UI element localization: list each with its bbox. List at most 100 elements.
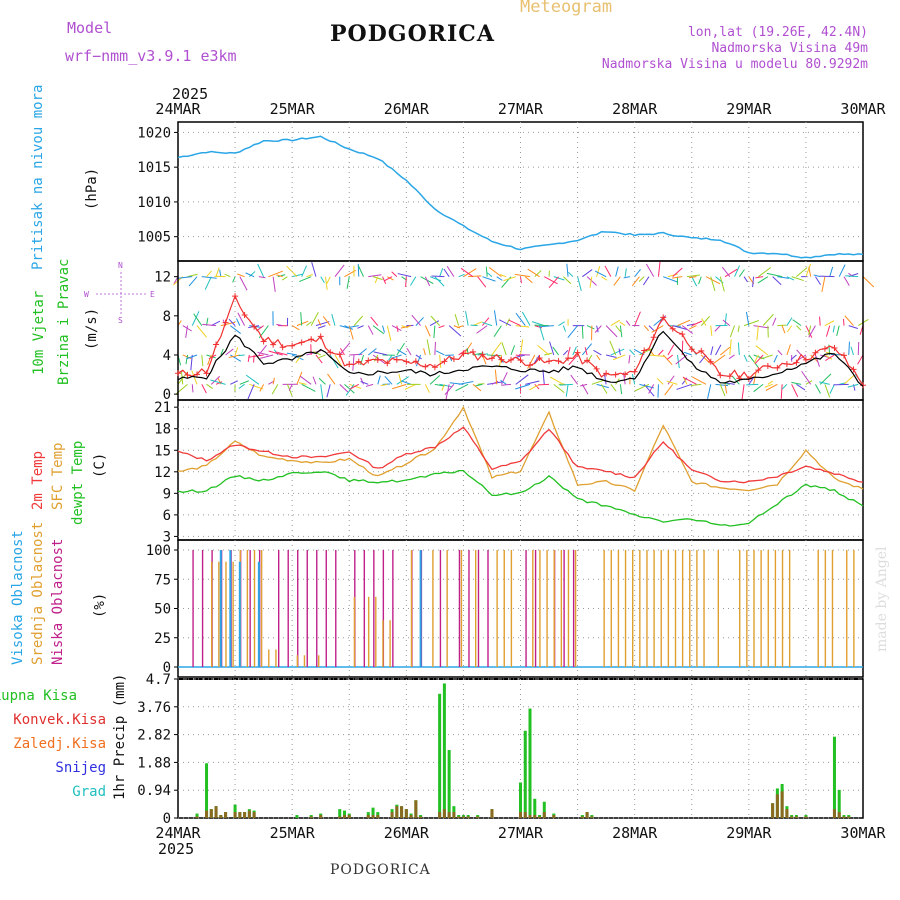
tick-label: 12 xyxy=(154,270,171,286)
wind-barb xyxy=(434,341,436,355)
total-precip-bar xyxy=(371,807,375,818)
wind-barb xyxy=(494,369,498,385)
gust-marker xyxy=(821,345,828,352)
wind-barb xyxy=(581,343,593,356)
wind-barb xyxy=(353,315,364,326)
gust-marker xyxy=(460,350,467,357)
wind-barb xyxy=(643,325,650,332)
wind-barb xyxy=(232,276,236,283)
total-precip-bar xyxy=(794,815,798,818)
dewpt-temp-line xyxy=(177,469,864,527)
wind-barb xyxy=(481,354,487,365)
conv-precip-bar xyxy=(404,809,408,818)
total-precip-bar xyxy=(447,749,451,818)
wind-barb xyxy=(534,325,543,329)
wind-label-2: Brzina i Pravac xyxy=(56,259,72,385)
wind-barb xyxy=(514,273,531,278)
wind-barb xyxy=(658,349,664,356)
wind-barb xyxy=(201,354,204,367)
wind-barb xyxy=(456,325,464,329)
credit-label: made by Angel xyxy=(874,546,890,652)
wind-barb xyxy=(191,311,200,326)
wind-barb xyxy=(721,266,731,277)
wind-barb xyxy=(609,340,617,356)
compass-w-label: W xyxy=(84,290,89,299)
wind-barb xyxy=(239,276,248,291)
wind-barb xyxy=(777,350,783,356)
wind-barb xyxy=(562,349,569,356)
wind-barb xyxy=(230,380,238,385)
conv-precip-bar xyxy=(243,812,247,818)
wind-barb xyxy=(843,276,850,286)
wind-barb xyxy=(764,383,773,388)
2m-temp-line xyxy=(177,426,864,484)
precip-legend-item: Snijeg xyxy=(55,760,106,776)
wind-barb xyxy=(434,276,445,287)
wind-barb xyxy=(234,347,239,356)
wind-barb xyxy=(344,325,354,330)
wind-barb xyxy=(781,325,786,334)
wind-barb xyxy=(299,375,312,385)
wind-barb xyxy=(786,317,793,326)
wind-barb xyxy=(339,342,351,356)
wind-barb xyxy=(433,325,436,338)
conv-precip-bar xyxy=(252,812,256,818)
wind-barb xyxy=(230,325,241,334)
conv-precip-bar xyxy=(842,816,846,818)
wind-barb xyxy=(605,325,618,338)
conv-precip-bar xyxy=(771,803,775,818)
wind-barb xyxy=(426,339,431,356)
wind-barb xyxy=(527,354,536,369)
conv-precip-bar xyxy=(519,812,522,818)
gust-marker xyxy=(422,363,429,370)
conv-precip-bar xyxy=(442,809,446,818)
tick-label: 8 xyxy=(163,309,171,325)
gust-marker xyxy=(308,336,315,343)
wind-barb xyxy=(372,354,386,364)
gust-marker xyxy=(717,372,724,379)
wind-barb xyxy=(501,342,507,356)
conv-precip-bar xyxy=(461,816,465,818)
conv-precip-bar xyxy=(528,815,532,818)
wind-barb xyxy=(710,346,714,356)
tick-label: 12 xyxy=(154,465,171,481)
total-precip-bar xyxy=(523,730,527,818)
year-bottom: 2025 xyxy=(158,840,194,858)
wind-barb xyxy=(624,268,627,277)
wind-barb xyxy=(549,376,564,385)
wind-barb xyxy=(349,353,363,356)
gust-marker xyxy=(241,311,248,318)
gust-marker xyxy=(555,358,562,365)
total-precip-bar xyxy=(476,815,480,818)
wind-barb xyxy=(391,325,402,332)
conv-precip-bar xyxy=(533,815,537,818)
gust-marker xyxy=(669,325,676,332)
gust-marker xyxy=(698,347,705,354)
cloud-ticks: 0 25 50 75 100 xyxy=(146,543,178,676)
wind-barb xyxy=(247,384,255,400)
wind-barb xyxy=(443,268,450,277)
temp-2m-label: 2m Temp xyxy=(30,451,46,510)
gust-marker xyxy=(565,355,572,362)
wind-barb xyxy=(349,383,360,390)
wind-barb xyxy=(510,345,516,356)
wind-barb xyxy=(833,383,849,386)
wind-barb xyxy=(310,312,319,326)
wind-speed-line xyxy=(177,330,864,387)
wind-barb xyxy=(672,276,683,279)
wind-barb xyxy=(188,276,198,287)
wind-barb xyxy=(824,320,835,327)
wind-barb xyxy=(722,319,731,326)
wind-barb xyxy=(683,351,692,356)
total-precip-bar xyxy=(538,815,542,818)
gust-marker xyxy=(707,358,714,365)
wind-barb xyxy=(686,323,695,327)
temp-unit: (C) xyxy=(92,453,108,478)
wind-barb xyxy=(542,369,545,385)
wind-barb xyxy=(357,265,364,277)
wind-barb xyxy=(710,325,713,336)
wind-barb xyxy=(808,325,816,338)
wind-barb xyxy=(805,263,812,277)
wind-barb xyxy=(493,310,498,326)
conv-precip-bar xyxy=(414,800,418,818)
